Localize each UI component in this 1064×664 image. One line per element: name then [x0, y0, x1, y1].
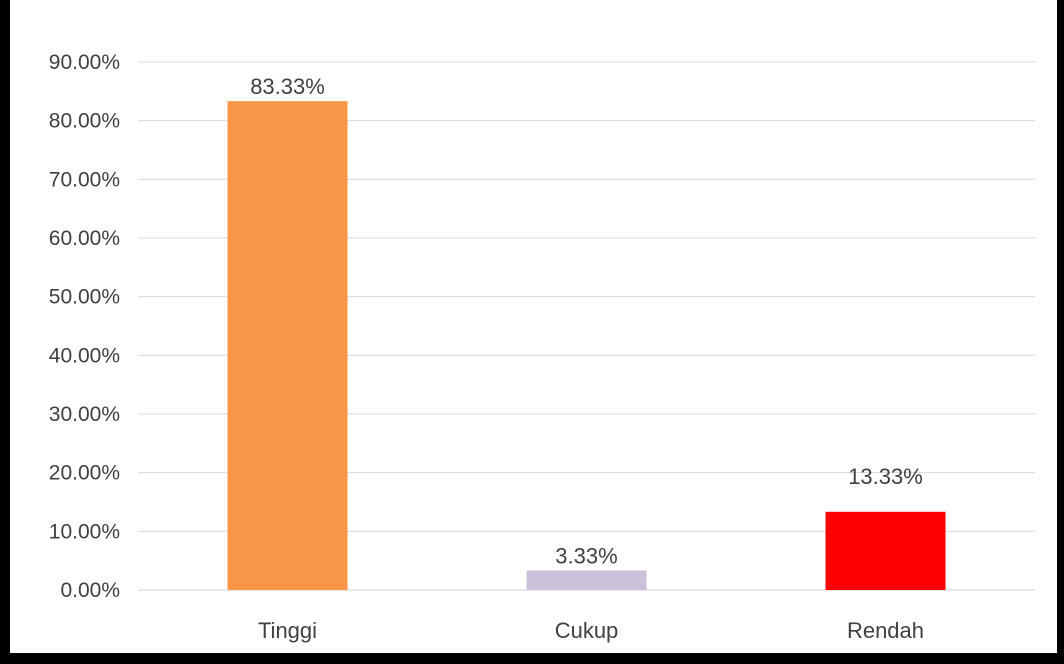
y-tick-label: 50.00% — [49, 286, 120, 309]
y-tick-label: 0.00% — [60, 579, 120, 602]
data-labels: 83.33% 3.33% 13.33% — [250, 74, 923, 568]
category-label-cukup: Cukup — [555, 618, 619, 643]
y-tick-label: 80.00% — [49, 110, 120, 133]
y-tick-label: 40.00% — [49, 344, 120, 367]
y-tick-label: 60.00% — [49, 227, 120, 250]
chart-frame: 0.00% 10.00% 20.00% 30.00% 40.00% 50.00% 60.00… — [10, 0, 1057, 653]
y-axis-ticks: 0.00% 10.00% 20.00% 30.00% 40.00% 50.00% 60.00… — [49, 51, 120, 602]
data-label-rendah: 13.33% — [848, 464, 923, 489]
bar-chart: 0.00% 10.00% 20.00% 30.00% 40.00% 50.00% 60.00… — [49, 51, 1035, 643]
bar-cukup — [526, 570, 647, 590]
data-label-tinggi: 83.33% — [250, 74, 325, 99]
category-label-tinggi: Tinggi — [258, 618, 317, 643]
data-label-cukup: 3.33% — [555, 543, 617, 568]
bar-tinggi — [227, 101, 348, 590]
y-tick-label: 10.00% — [49, 520, 120, 543]
y-tick-label: 70.00% — [49, 168, 120, 191]
y-tick-label: 20.00% — [49, 462, 120, 485]
y-tick-label: 90.00% — [49, 51, 120, 74]
y-tick-label: 30.00% — [49, 403, 120, 426]
category-label-rendah: Rendah — [847, 618, 924, 643]
x-axis-categories: Tinggi Cukup Rendah — [258, 618, 924, 643]
bar-rendah — [825, 511, 946, 590]
bars — [227, 101, 946, 590]
